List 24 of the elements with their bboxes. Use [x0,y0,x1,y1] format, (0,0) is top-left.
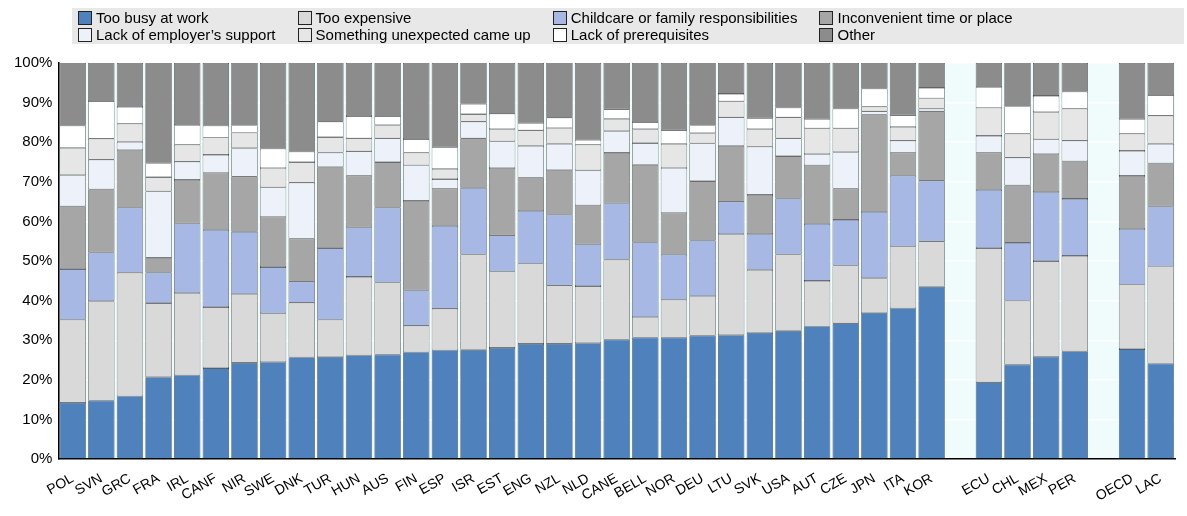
y-tick-label: 10% [22,409,53,427]
legend-label: Other [837,26,875,43]
y-tick-label: 20% [22,370,53,388]
y-tick-label: 30% [22,330,53,348]
legend-label: Something unexpected came up [315,26,531,43]
y-tick-label: 40% [22,290,53,308]
x-tick-label: ECU [958,469,993,499]
y-tick-label: 80% [22,132,53,150]
y-tick-label: 50% [22,251,53,269]
y-tick-label: 70% [22,172,53,190]
legend-label: Too busy at work [96,9,209,26]
y-tick-label: 100% [13,53,53,71]
legend-label: Lack of employer’s support [96,26,276,43]
x-tick-label: LAC [1132,469,1165,498]
y-tick-label: 60% [22,211,53,229]
y-tick-label: 90% [22,92,53,110]
legend-label: Too expensive [315,9,412,26]
legend-label: Childcare or family responsibilities [570,9,798,26]
y-tick-label: 0% [30,449,53,467]
x-tick-label: FRA [129,469,163,498]
legend-label: Lack of prerequisites [570,26,710,43]
legend-label: Inconvenient time or place [837,9,1013,26]
x-tick-label: ISR [448,469,477,496]
x-tick-label: LTU [704,469,735,497]
